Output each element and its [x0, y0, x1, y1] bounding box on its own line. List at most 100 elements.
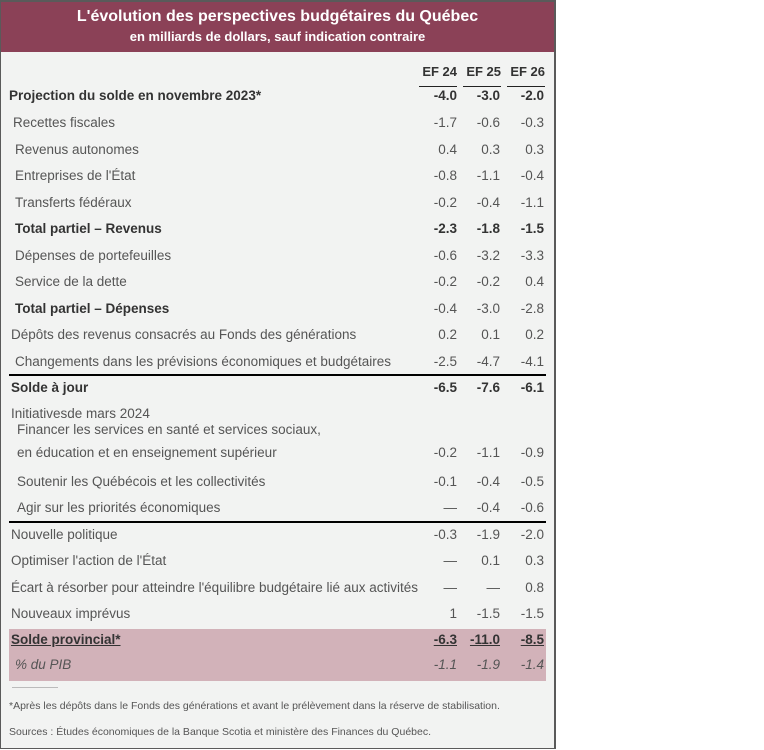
- column-header-ef26: EF 26: [510, 64, 545, 79]
- row-value: -1.9: [476, 527, 500, 542]
- row-value: 0.8: [525, 580, 544, 595]
- row-label: Entreprises de l'État: [15, 168, 136, 183]
- row-value: -1.8: [476, 221, 500, 236]
- row-label: Agir sur les priorités économiques: [17, 500, 221, 515]
- table-row: Agir sur les priorités économiques — -0.4 -…: [9, 497, 546, 519]
- table-subtitle: en milliards de dollars, sauf indication…: [129, 29, 426, 44]
- column-underline: [507, 86, 545, 87]
- row-value: -1.5: [520, 606, 544, 621]
- table-row: Dépôts des revenus consacrés au Fonds de…: [9, 324, 546, 346]
- row-value: —: [443, 580, 458, 595]
- table-row: Transferts fédéraux -0.2 -0.4 -1.1: [9, 192, 546, 214]
- row-label: Nouvelle politique: [11, 527, 118, 542]
- row-label: Recettes fiscales: [13, 115, 116, 130]
- row-label: Dépôts des revenus consacrés au Fonds de…: [11, 327, 357, 342]
- row-label: Financer les services en santé et servic…: [17, 422, 321, 437]
- row-label: Initiativesde mars 2024: [11, 406, 150, 421]
- row-label: Solde provincial*: [11, 632, 121, 647]
- row-value: -0.2: [476, 274, 500, 289]
- row-value: 0.2: [438, 327, 457, 342]
- row-value: -2.8: [520, 301, 544, 316]
- row-value: 0.4: [438, 142, 457, 157]
- row-value: —: [443, 553, 458, 568]
- table-row: Solde à jour -6.5 -7.6 -6.1: [9, 377, 546, 399]
- row-value: -4.1: [520, 354, 544, 369]
- table-row: Nouvelle politique -0.3 -1.9 -2.0: [9, 524, 546, 546]
- row-value: -0.4: [520, 168, 544, 183]
- budget-table-card: L'évolution des perspectives budgétaires…: [0, 0, 556, 749]
- row-value: -0.8: [433, 168, 457, 183]
- row-value: -1.1: [476, 168, 500, 183]
- row-value: -0.4: [433, 301, 457, 316]
- row-value: -0.2: [433, 195, 457, 210]
- sources-text: Sources : Études économiques de la Banqu…: [9, 726, 431, 738]
- table-row: Total partiel – Dépenses -0.4 -3.0 -2.8: [9, 298, 546, 320]
- row-value: -0.3: [433, 527, 457, 542]
- row-value: -0.2: [433, 274, 457, 289]
- row-label: Total partiel – Dépenses: [15, 301, 170, 316]
- row-value: 1: [449, 606, 457, 621]
- row-value: -0.6: [433, 248, 457, 263]
- row-value: -0.1: [433, 474, 457, 489]
- column-underline: [419, 86, 457, 87]
- row-value: -1.5: [520, 221, 544, 236]
- row-label: en éducation et en enseignement supérieu…: [17, 445, 277, 460]
- row-value: -2.3: [433, 221, 457, 236]
- table-row: Service de la dette -0.2 -0.2 0.4: [9, 271, 546, 293]
- row-value: -0.4: [476, 500, 500, 515]
- row-value: 0.3: [525, 553, 544, 568]
- footnote-rule: [12, 687, 58, 688]
- table-row: Dépenses de portefeuilles -0.6 -3.2 -3.3: [9, 245, 546, 267]
- row-value: -1.5: [476, 606, 500, 621]
- row-value: -0.2: [433, 445, 457, 460]
- row-value: -0.4: [476, 195, 500, 210]
- table-header: L'évolution des perspectives budgétaires…: [1, 2, 554, 52]
- table-row: Total partiel – Revenus -2.3 -1.8 -1.5: [9, 218, 546, 240]
- row-value: -7.6: [476, 380, 500, 395]
- row-value: -1.9: [476, 657, 500, 672]
- solde-provincial-highlight: [9, 629, 546, 681]
- row-value: 0.1: [481, 327, 500, 342]
- row-label: Solde à jour: [11, 380, 89, 395]
- row-label: Service de la dette: [15, 274, 127, 289]
- table-row: Solde provincial* -6.3 -11.0 -8.5: [9, 629, 546, 651]
- row-label: % du PIB: [15, 657, 72, 672]
- row-value: —: [486, 580, 501, 595]
- row-value: -6.1: [520, 380, 544, 395]
- row-value: -0.3: [520, 115, 544, 130]
- row-label: Dépenses de portefeuilles: [15, 248, 172, 263]
- table-row: Revenus autonomes 0.4 0.3 0.3: [9, 139, 546, 161]
- row-value: -2.0: [520, 88, 544, 103]
- row-value: -1.7: [433, 115, 457, 130]
- row-label: Revenus autonomes: [15, 142, 139, 157]
- row-value: —: [443, 500, 458, 515]
- table-row: Changements dans les prévisions économiq…: [9, 351, 546, 373]
- divider-line: [9, 521, 546, 523]
- divider-line: [9, 374, 546, 376]
- row-label: Projection du solde en novembre 2023*: [9, 88, 262, 103]
- table-row: Soutenir les Québécois et les collectivi…: [9, 471, 546, 493]
- row-value: -2.0: [520, 527, 544, 542]
- footnote-text: *Après les dépôts dans le Fonds des géné…: [9, 700, 500, 712]
- column-header-ef25: EF 25: [466, 64, 501, 79]
- table-row: Nouveaux imprévus 1 -1.5 -1.5: [9, 603, 546, 625]
- row-value: 0.1: [481, 553, 500, 568]
- row-value: -0.6: [520, 500, 544, 515]
- row-value: 0.2: [525, 327, 544, 342]
- table-row: Optimiser l'action de l'État — 0.1 0.3: [9, 550, 546, 572]
- row-label: Changements dans les prévisions économiq…: [15, 354, 391, 369]
- row-label: Transferts fédéraux: [15, 195, 132, 210]
- row-value: -2.5: [433, 354, 457, 369]
- table-title: L'évolution des perspectives budgétaires…: [76, 8, 479, 25]
- table-row: Financer les services en santé et servic…: [9, 422, 546, 438]
- row-value: -1.1: [433, 657, 457, 672]
- row-label: Optimiser l'action de l'État: [11, 553, 167, 568]
- row-value: -0.5: [520, 474, 544, 489]
- row-value: -3.0: [476, 301, 500, 316]
- column-underline: [463, 86, 501, 87]
- row-value: 0.3: [525, 142, 544, 157]
- table-row: Entreprises de l'État -0.8 -1.1 -0.4: [9, 165, 546, 187]
- row-value: -11.0: [469, 632, 500, 647]
- row-value: -0.9: [520, 445, 544, 460]
- row-value: -1.4: [520, 657, 544, 672]
